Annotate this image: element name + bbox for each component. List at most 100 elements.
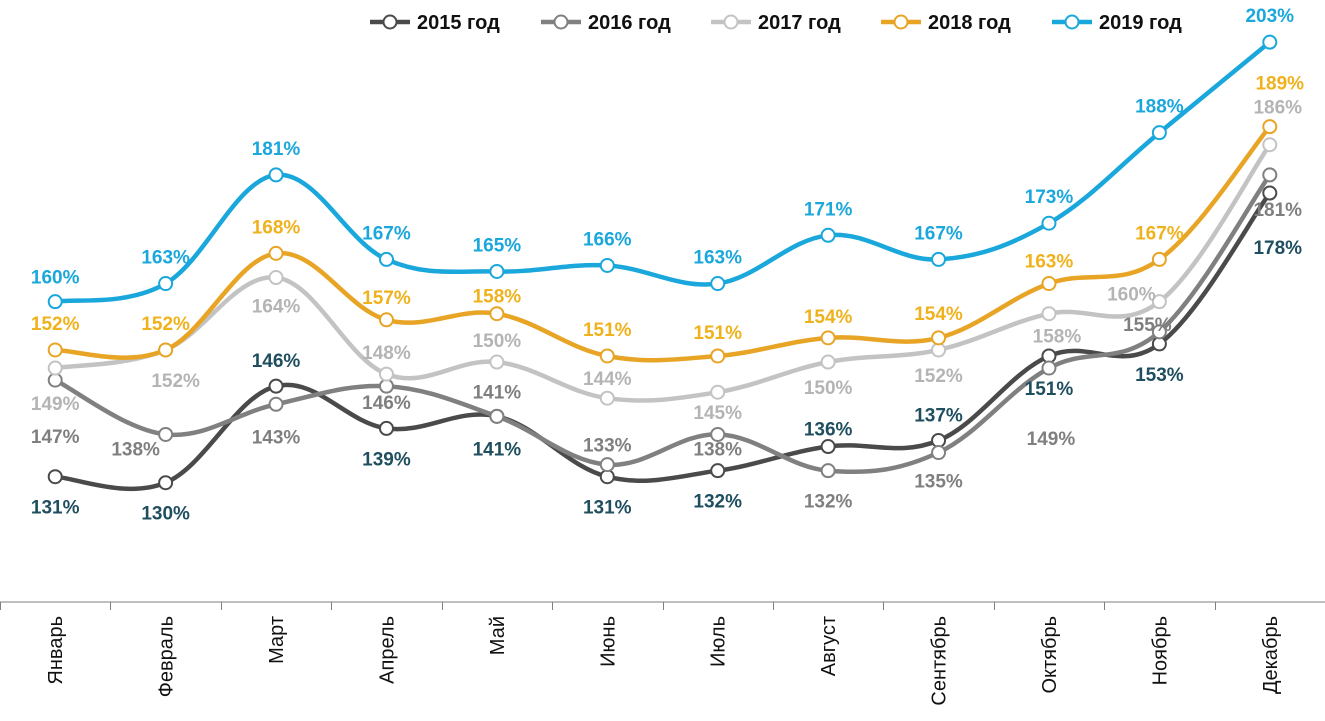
data-label: 132%	[804, 492, 853, 513]
x-tick-label: Апрель	[376, 616, 398, 684]
data-point	[1262, 185, 1278, 201]
data-label: 150%	[804, 378, 853, 399]
data-label: 139%	[362, 449, 411, 470]
data-point	[931, 251, 947, 267]
data-label: 163%	[141, 248, 190, 269]
data-point	[158, 276, 174, 292]
data-point	[158, 475, 174, 491]
data-point	[158, 426, 174, 442]
data-point	[1151, 294, 1167, 310]
data-point	[378, 251, 394, 267]
data-point	[599, 348, 615, 364]
data-point	[1041, 306, 1057, 322]
data-label: 154%	[914, 304, 963, 325]
data-label: 138%	[693, 439, 742, 460]
x-axis: Январь Февраль Март Апрель Май Июнь Июль Август…	[0, 601, 1325, 706]
data-point	[820, 354, 836, 370]
x-tick-label: Март	[266, 616, 288, 664]
data-label: 151%	[693, 323, 742, 344]
data-label: 137%	[914, 405, 963, 426]
series-line	[52, 190, 1273, 492]
data-label: 144%	[583, 369, 632, 390]
data-point	[820, 330, 836, 346]
legend-label: 2017 год	[758, 12, 841, 34]
x-tick-label: Октябрь	[1039, 616, 1061, 694]
data-point	[820, 439, 836, 455]
data-label: 167%	[1135, 223, 1184, 244]
legend-swatch-marker	[893, 14, 909, 30]
data-label: 154%	[804, 307, 853, 328]
data-point	[378, 312, 394, 328]
legend-item: 2018 год	[881, 12, 1011, 34]
data-label: 146%	[252, 351, 301, 372]
data-label: 171%	[804, 199, 853, 220]
data-label: 151%	[1025, 379, 1074, 400]
data-point	[268, 270, 284, 286]
data-point	[599, 390, 615, 406]
data-point	[378, 378, 394, 394]
data-label: 158%	[1033, 327, 1082, 348]
data-label: 189%	[1255, 74, 1304, 95]
x-tick-label: Август	[818, 616, 840, 676]
data-point	[1262, 137, 1278, 153]
legend-label: 2018 год	[928, 12, 1011, 34]
data-point	[1041, 215, 1057, 231]
legend-swatch-marker	[723, 14, 739, 30]
data-label: 146%	[362, 393, 411, 414]
data-point	[1262, 34, 1278, 50]
data-point	[1151, 336, 1167, 352]
data-label: 135%	[914, 472, 963, 493]
data-label: 138%	[111, 439, 160, 460]
data-point	[599, 257, 615, 273]
data-label: 131%	[583, 498, 632, 519]
legend-label: 2016 год	[588, 12, 671, 34]
data-point	[1262, 167, 1278, 183]
data-point	[47, 342, 63, 358]
x-tick-label: Январь	[45, 616, 67, 685]
legend-swatch-marker	[1064, 14, 1080, 30]
data-point	[47, 360, 63, 376]
data-label: 145%	[693, 403, 742, 424]
x-tick-label: Февраль	[156, 616, 178, 697]
legend-swatch-marker	[553, 14, 569, 30]
data-point	[158, 342, 174, 358]
series-line	[52, 142, 1273, 403]
data-point	[820, 227, 836, 243]
data-point	[268, 396, 284, 412]
series-line	[52, 39, 1273, 304]
data-point	[820, 463, 836, 479]
data-point	[710, 276, 726, 292]
data-point	[931, 342, 947, 358]
data-point	[268, 167, 284, 183]
data-point	[1041, 276, 1057, 292]
series-line	[52, 124, 1273, 363]
data-label: 149%	[1027, 429, 1076, 450]
data-label: 160%	[31, 268, 80, 289]
data-label: 153%	[1135, 365, 1184, 386]
legend-item: 2017 год	[711, 12, 841, 34]
data-label: 143%	[252, 427, 301, 448]
x-tick-label: Июнь	[597, 616, 619, 667]
data-label: 152%	[914, 366, 963, 387]
data-point	[1151, 125, 1167, 141]
data-point	[47, 469, 63, 485]
data-point	[710, 384, 726, 400]
data-point	[489, 354, 505, 370]
data-point	[378, 420, 394, 436]
data-label: 151%	[583, 320, 632, 341]
legend-item: 2015 год	[370, 12, 500, 34]
data-label: 167%	[362, 223, 411, 244]
data-label: 168%	[252, 217, 301, 238]
data-label: 147%	[31, 427, 80, 448]
data-label: 163%	[1025, 252, 1074, 273]
data-label: 152%	[31, 314, 80, 335]
data-point	[1151, 251, 1167, 267]
data-point	[1262, 119, 1278, 135]
data-label: 133%	[583, 436, 632, 457]
data-label: 181%	[252, 139, 301, 160]
data-label: 164%	[252, 297, 301, 318]
data-point	[1041, 360, 1057, 376]
data-label: 150%	[473, 331, 522, 352]
data-label: 203%	[1245, 6, 1294, 27]
